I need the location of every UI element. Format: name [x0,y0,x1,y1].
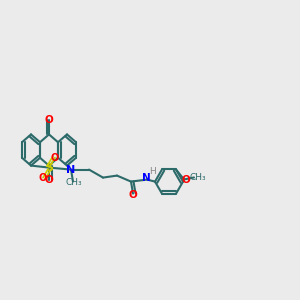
Text: H: H [148,167,155,176]
Text: CH₃: CH₃ [190,173,206,182]
Text: O: O [45,175,53,184]
Text: N: N [66,165,76,175]
Text: CH₃: CH₃ [66,178,82,187]
Text: O: O [182,176,190,185]
Text: S: S [45,163,53,172]
Text: N: N [142,172,150,183]
Text: O: O [51,153,59,163]
Text: O: O [129,190,137,200]
Text: O: O [45,116,53,125]
Text: O: O [39,172,47,183]
